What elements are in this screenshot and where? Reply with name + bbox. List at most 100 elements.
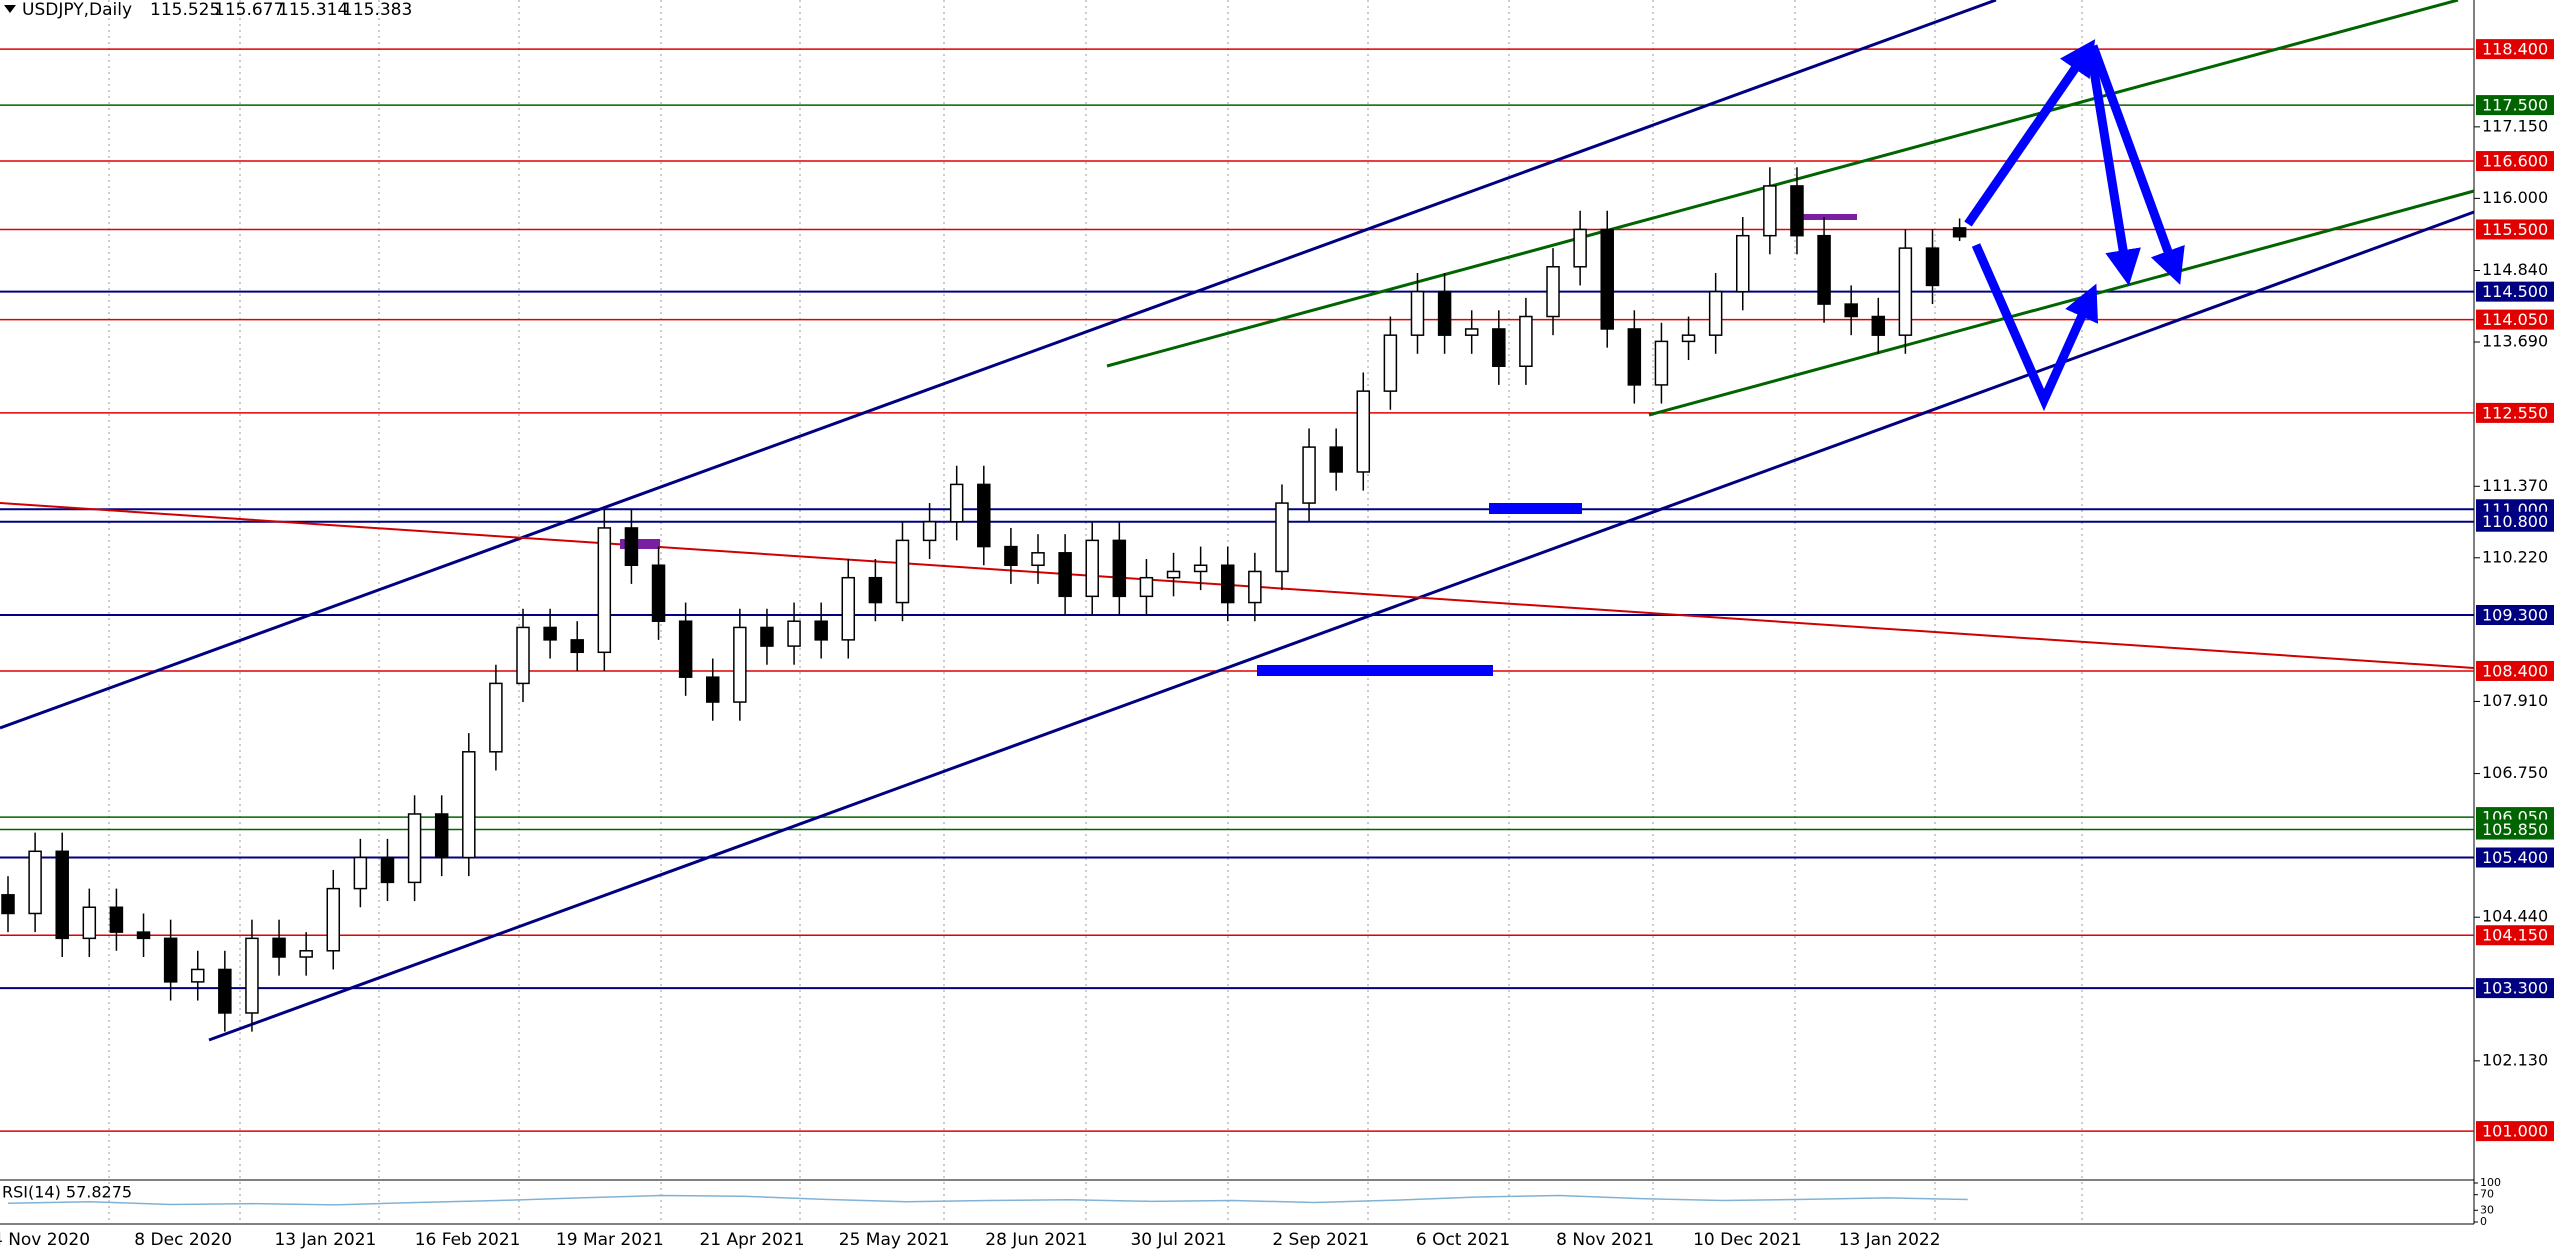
level-label: 105.850 xyxy=(2482,820,2548,839)
x-tick-label: 28 Jun 2021 xyxy=(985,1230,1087,1250)
y-tick-label: 113.690 xyxy=(2482,332,2548,351)
candle-body xyxy=(678,620,693,678)
y-tick-label: 110.220 xyxy=(2482,547,2548,566)
y-tick-label: 111.370 xyxy=(2482,476,2548,495)
candle-body xyxy=(326,887,341,952)
x-tick-label: 30 Jul 2021 xyxy=(1130,1230,1226,1250)
candle-body xyxy=(353,856,368,890)
channel-line xyxy=(208,210,2475,1042)
candle-body xyxy=(1573,228,1587,268)
rsi-tick-label: 30 xyxy=(2480,1203,2494,1216)
ohlc-value: 115.383 xyxy=(342,0,412,20)
level-box xyxy=(2476,511,2554,532)
channel-line xyxy=(1648,189,2475,417)
y-tick-label: 102.130 xyxy=(2482,1050,2548,1069)
candle-body xyxy=(1031,552,1045,566)
candle-body xyxy=(597,527,612,654)
candle-body xyxy=(299,950,313,958)
candle-body xyxy=(218,968,232,1014)
candle-body xyxy=(462,751,476,859)
candle-body xyxy=(814,620,828,641)
candle-body xyxy=(733,626,747,703)
level-label: 118.400 xyxy=(2482,40,2548,59)
candle-body xyxy=(1275,502,1289,573)
x-tick-label: 13 Jan 2021 xyxy=(274,1230,376,1250)
level-label: 101.000 xyxy=(2482,1122,2548,1141)
candle-body xyxy=(1,894,15,915)
level-label: 114.050 xyxy=(2482,310,2548,329)
candle-body xyxy=(1139,576,1154,598)
candle-body xyxy=(28,850,42,915)
arrow xyxy=(1971,243,2099,412)
candle-body xyxy=(977,483,991,548)
candle-body xyxy=(1356,390,1371,473)
chart-title: USDJPY,Daily xyxy=(22,0,132,20)
level-label: 116.600 xyxy=(2482,152,2548,171)
x-tick-label: 2 Sep 2021 xyxy=(1272,1230,1369,1250)
x-tick-label: 21 Apr 2021 xyxy=(699,1230,804,1250)
level-label: 115.500 xyxy=(2482,220,2548,239)
ohlc-value: 115.525 xyxy=(150,0,220,20)
level-box xyxy=(2476,151,2554,172)
arrow xyxy=(2088,44,2185,285)
candle-body xyxy=(1085,539,1099,598)
candle-body xyxy=(1383,334,1398,392)
level-label: 110.800 xyxy=(2482,512,2548,531)
candle-body xyxy=(1871,315,1886,336)
ohlc-value: 115.314 xyxy=(278,0,348,20)
trend-line xyxy=(0,502,2475,669)
candle-body xyxy=(1058,552,1072,598)
candle-body xyxy=(1736,234,1750,293)
candle-body xyxy=(109,906,124,933)
trendlines xyxy=(0,0,2475,1042)
candle-body xyxy=(407,813,422,884)
candle-body xyxy=(55,850,69,940)
level-box xyxy=(2476,660,2554,681)
y-tick-label: 114.840 xyxy=(2482,260,2548,279)
candle-body xyxy=(1600,228,1614,330)
candle-body xyxy=(1681,334,1696,343)
candle-body xyxy=(1708,290,1723,336)
candle-body xyxy=(1410,290,1425,336)
x-tick-label: 25 May 2021 xyxy=(839,1230,950,1250)
level-label: 108.400 xyxy=(2482,661,2548,680)
candle-body xyxy=(1302,446,1316,504)
arrow xyxy=(2085,45,2141,286)
candle-body xyxy=(868,576,883,604)
level-box xyxy=(2476,219,2554,240)
candle-body xyxy=(841,576,856,641)
level-box xyxy=(2476,402,2554,423)
candle-body xyxy=(922,520,937,542)
level-label: 112.550 xyxy=(2482,403,2548,422)
rsi-tick-label: 0 xyxy=(2480,1215,2487,1228)
candle-body xyxy=(1437,290,1452,336)
candle-body xyxy=(1952,227,1967,238)
rsi-tick-label: 100 xyxy=(2480,1176,2501,1189)
channel-line xyxy=(1106,0,2459,368)
candle-body xyxy=(1221,564,1235,604)
x-tick-label: 8 Nov 2021 xyxy=(1556,1230,1654,1250)
x-tick-label: 8 Dec 2020 xyxy=(134,1230,232,1250)
level-box xyxy=(2476,978,2554,999)
candle-body xyxy=(1492,328,1506,368)
ohlc-value: 115.677 xyxy=(214,0,284,20)
zone xyxy=(1257,665,1493,676)
candle-body xyxy=(380,856,395,884)
background xyxy=(0,0,2475,1225)
candle-body xyxy=(543,626,557,641)
candle-body xyxy=(245,937,259,1014)
candle-body xyxy=(1817,234,1831,305)
level-box xyxy=(2476,819,2554,840)
y-tick-label: 117.150 xyxy=(2482,116,2548,135)
level-label: 105.400 xyxy=(2482,848,2548,867)
level-box xyxy=(2476,281,2554,302)
candle-body xyxy=(651,564,666,622)
level-label: 103.300 xyxy=(2482,979,2548,998)
candle-body xyxy=(1844,303,1858,318)
candle-body xyxy=(787,620,801,647)
arrow xyxy=(1964,39,2096,227)
candle-body xyxy=(570,639,584,654)
rsi-tick-label: 70 xyxy=(2480,1188,2494,1201)
candle-body xyxy=(1654,340,1669,386)
